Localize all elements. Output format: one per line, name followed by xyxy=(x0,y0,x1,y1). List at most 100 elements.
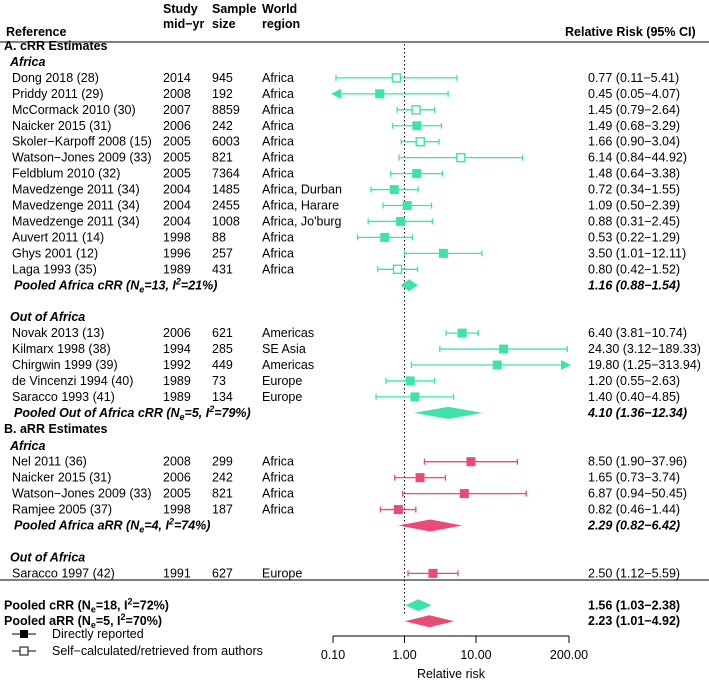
point-estimate-filled xyxy=(412,169,422,179)
study-rr-label: 1.48 (0.64−3.38) xyxy=(588,167,680,181)
study-sample-size: 299 xyxy=(212,455,233,469)
study-rr-label: 1.65 (0.73−3.74) xyxy=(588,471,680,485)
study-year: 2005 xyxy=(163,167,191,181)
study-region: Africa, Jo'burg xyxy=(262,214,342,228)
subgroup-title: Out of Africa xyxy=(10,550,85,564)
pooled-label-sub: e xyxy=(139,284,144,294)
study-rr-label: 1.66 (0.90−3.04) xyxy=(588,135,680,149)
study-row: Chirgwin 1999 (39) 1992 449 Americas 19.80 (… xyxy=(12,358,701,372)
study-rr-label: 8.50 (1.90−37.96) xyxy=(588,455,687,469)
pooled-label-sup: 2 xyxy=(121,612,126,622)
study-year: 2005 xyxy=(163,135,191,149)
point-estimate-open xyxy=(391,73,402,83)
study-sample-size: 257 xyxy=(212,246,233,260)
study-reference: Novak 2013 (13) xyxy=(12,326,104,340)
study-year: 2006 xyxy=(163,471,191,485)
study-row: Auvert 2011 (14) 1998 88 Africa 0.53 (0.22−1… xyxy=(12,230,680,244)
pooled-label-text: =70%) xyxy=(126,614,162,628)
point-estimate-filled xyxy=(438,248,448,258)
study-sample-size: 1485 xyxy=(212,183,240,197)
pooled-rr-label: 2.29 (0.82−6.42) xyxy=(587,519,680,533)
study-region: Africa xyxy=(262,503,294,517)
study-year: 1989 xyxy=(163,390,191,404)
study-year: 2006 xyxy=(163,119,191,133)
x-axis-tick-label: 1.00 xyxy=(392,648,416,662)
pooled-diamond xyxy=(414,406,483,419)
study-reference: Auvert 2011 (14) xyxy=(12,230,104,244)
header-size-line1: Sample xyxy=(212,2,257,16)
pooled-label-sub: e xyxy=(91,604,96,614)
legend-direct-label: Directly reported xyxy=(52,627,144,641)
point-estimate-filled xyxy=(459,489,469,499)
study-year: 2006 xyxy=(163,326,191,340)
study-row: Watson−Jones 2009 (33) 2005 821 Africa 6.14 … xyxy=(12,151,687,165)
study-reference: Saracco 1997 (42) xyxy=(12,566,115,580)
study-year: 1998 xyxy=(163,503,191,517)
pooled-label-text: =74%) xyxy=(174,519,210,533)
subgroup-title: Africa xyxy=(9,55,45,69)
study-row: Naicker 2015 (31) 2006 242 Africa 1.65 (0.73… xyxy=(12,471,680,485)
header-region-line1: World xyxy=(262,2,297,16)
pooled-rr-label: 1.16 (0.88−1.54) xyxy=(588,278,680,292)
study-reference: Saracco 1993 (41) xyxy=(12,390,115,404)
pooled-label-text: =5, I xyxy=(185,406,210,420)
subgroup-title: Africa xyxy=(9,439,45,453)
point-estimate-open xyxy=(456,152,466,163)
header-year-line2: mid−yr xyxy=(163,17,204,31)
study-region: Africa xyxy=(262,71,294,85)
x-axis-tick-label: 10.00 xyxy=(460,648,491,662)
study-region: Africa xyxy=(262,87,294,101)
study-sample-size: 192 xyxy=(212,87,233,101)
study-year: 2005 xyxy=(163,151,191,165)
ci-arrow-right xyxy=(561,360,571,370)
study-sample-size: 242 xyxy=(212,471,233,485)
point-estimate-filled xyxy=(492,360,502,370)
study-reference: Chirgwin 1999 (39) xyxy=(12,358,118,372)
study-sample-size: 621 xyxy=(212,326,233,340)
pooled-label-sup: 2 xyxy=(168,517,174,527)
study-year: 1996 xyxy=(163,246,191,260)
study-rr-label: 3.50 (1.01−12.11) xyxy=(588,246,686,260)
pooled-label: Pooled Out of Africa cRR (Ne=5, I2=79%) xyxy=(14,404,251,422)
study-year: 2004 xyxy=(163,183,191,197)
pooled-label-sup: 2 xyxy=(127,596,132,606)
study-reference: Feldblum 2010 (32) xyxy=(12,167,120,181)
pooled-diamond xyxy=(400,279,418,292)
study-row: Ramjee 2005 (37) 1998 187 Africa 0.82 (0.46−… xyxy=(12,503,680,517)
study-region: Africa xyxy=(262,246,294,260)
pooled-row: Pooled Africa aRR (Ne=4, I2=74%) 2.29 (0.… xyxy=(14,517,680,535)
study-reference: Laga 1993 (35) xyxy=(12,262,97,276)
pooled-label-sup: 2 xyxy=(175,276,181,286)
study-rr-label: 24.30 (3.12−189.33) xyxy=(588,342,701,356)
study-row: Novak 2013 (13) 2006 621 Americas 6.40 (3.81… xyxy=(12,326,687,340)
pooled-label: Pooled Africa aRR (Ne=4, I2=74%) xyxy=(14,517,210,535)
pooled-label-sup: 2 xyxy=(208,404,214,414)
study-sample-size: 187 xyxy=(212,503,233,517)
study-region: Africa xyxy=(262,103,294,117)
study-row: Dong 2018 (28) 2014 945 Africa 0.77 (0.11−5.… xyxy=(12,71,679,85)
pooled-label-sub: e xyxy=(180,412,185,422)
header-region-line2: region xyxy=(262,17,300,31)
study-reference: Skoler−Karpoff 2008 (15) xyxy=(12,135,152,149)
study-rr-label: 6.87 (0.94−50.45) xyxy=(588,487,687,501)
point-estimate-filled xyxy=(402,201,412,210)
study-region: Africa xyxy=(262,119,294,133)
pooled-label-text: =18, I xyxy=(96,598,128,612)
x-axis: 0.10 1.00 10.00 200.00 Relative risk xyxy=(321,635,588,681)
study-reference: Naicker 2015 (31) xyxy=(12,119,111,133)
study-row: Watson−Jones 2009 (33) 2005 821 Africa 6.87 … xyxy=(12,487,687,501)
study-reference: Mavedzenge 2011 (34) xyxy=(12,214,140,228)
study-reference: Mavedzenge 2011 (34) xyxy=(12,199,140,213)
header-year-line1: Study xyxy=(163,2,198,16)
study-year: 2008 xyxy=(163,87,191,101)
pooled-label-text: Pooled aRR (N xyxy=(4,614,91,628)
pooled-label-text: =79%) xyxy=(214,406,250,420)
study-sample-size: 242 xyxy=(212,119,233,133)
study-rr-label: 1.40 (0.40−4.85) xyxy=(588,390,680,404)
study-rr-label: 0.53 (0.22−1.29) xyxy=(588,230,680,244)
study-region: Africa xyxy=(262,487,294,501)
study-row: Skoler−Karpoff 2008 (15) 2005 6003 Africa 1.… xyxy=(12,135,680,149)
study-region: SE Asia xyxy=(262,342,306,356)
pooled-rr-label: 2.23 (1.01−4.92) xyxy=(588,614,680,628)
study-reference: Ramjee 2005 (37) xyxy=(12,503,112,517)
